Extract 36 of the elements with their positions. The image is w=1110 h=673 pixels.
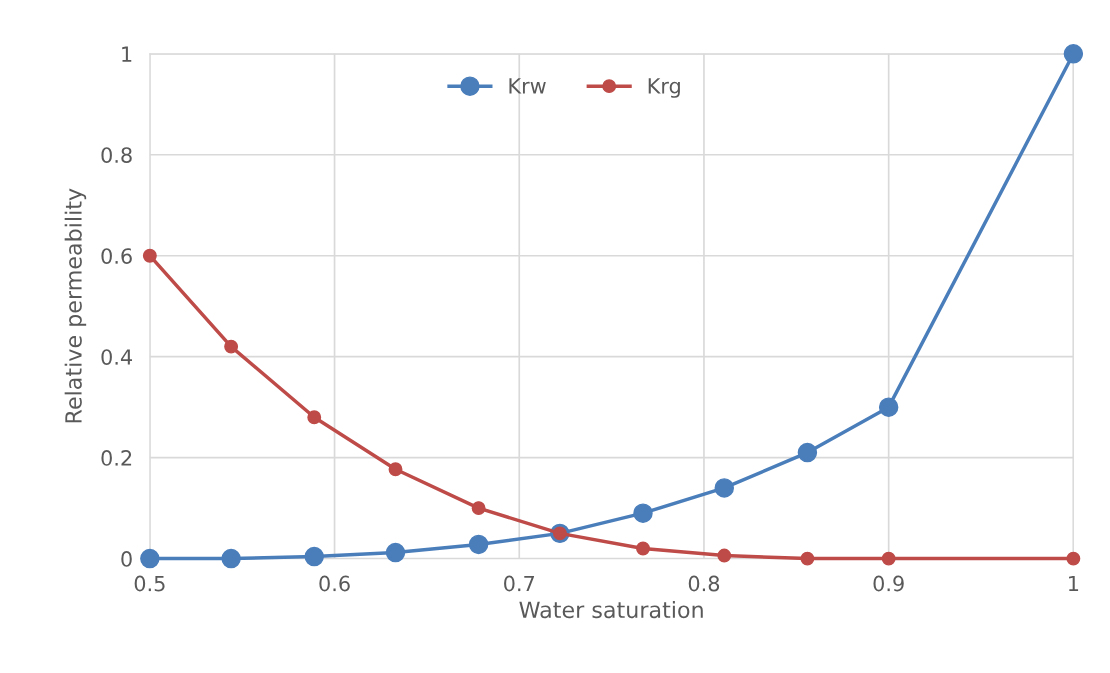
point <box>717 548 732 563</box>
point <box>142 248 157 263</box>
y-tick-label: 0 <box>121 551 132 567</box>
point <box>471 501 486 516</box>
point <box>385 542 406 563</box>
point <box>307 410 322 425</box>
legend-label: Krg <box>648 78 680 98</box>
point <box>304 546 324 567</box>
point <box>388 462 403 477</box>
point <box>797 442 818 463</box>
point <box>221 548 241 569</box>
point <box>881 551 896 566</box>
y-tick-label: 0.6 <box>101 248 132 264</box>
y-tick-label: 0.8 <box>101 147 132 163</box>
legend-label: Krw <box>509 78 546 94</box>
y-tick-label: 0.4 <box>101 349 133 365</box>
y-axis-title: Relative permeability <box>64 188 87 423</box>
y-tick-label: 1 <box>122 46 132 62</box>
x-tick-label: 0.9 <box>873 575 904 592</box>
point <box>140 548 160 569</box>
point <box>1066 551 1081 566</box>
x-tick-label: 0.8 <box>688 575 720 592</box>
point <box>878 397 899 417</box>
x-tick-label: 1 <box>1069 575 1079 592</box>
x-axis-title: Water saturation <box>519 600 703 619</box>
x-tick-label: 0.5 <box>134 575 165 592</box>
point <box>1063 44 1084 64</box>
x-tick-label: 0.6 <box>319 575 350 592</box>
point <box>468 534 489 555</box>
point <box>633 503 653 523</box>
point <box>636 541 650 556</box>
x-tick-label: 0.7 <box>504 575 535 592</box>
y-tick-label: 0.2 <box>101 450 132 466</box>
point <box>800 551 815 566</box>
point <box>224 339 239 354</box>
point <box>714 478 735 498</box>
